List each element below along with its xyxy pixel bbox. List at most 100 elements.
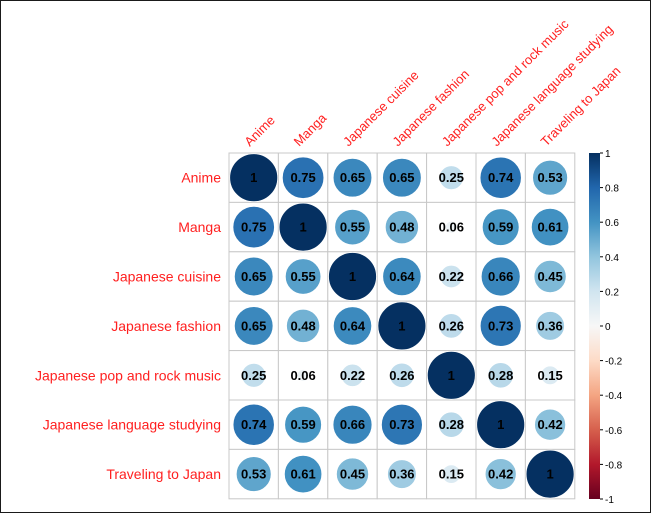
row-label-japanese-cuisine: Japanese cuisine bbox=[113, 269, 221, 285]
correlation-circle-traveling-to-japan-manga bbox=[283, 454, 323, 494]
correlation-circle-japanese-cuisine-manga bbox=[284, 258, 322, 295]
correlation-circle-japanese-fashion-manga bbox=[286, 308, 321, 343]
correlation-value-label: 0.66 bbox=[340, 417, 365, 432]
correlation-circle-japanese-fashion-japanese-language-studying bbox=[479, 304, 522, 347]
correlation-circle-japanese-cuisine-anime bbox=[233, 256, 274, 297]
correlation-circle-japanese-fashion-japanese-cuisine bbox=[332, 306, 373, 346]
correlation-circle-manga-manga bbox=[278, 202, 328, 252]
correlation-circle-anime-traveling-to-japan bbox=[532, 159, 568, 196]
correlation-value-label: 0.15 bbox=[439, 467, 464, 482]
correlation-circle-traveling-to-japan-japanese-cuisine bbox=[335, 457, 369, 491]
correlation-circle-japanese-fashion-japanese-fashion bbox=[377, 301, 427, 351]
correlation-value-label: 0.73 bbox=[389, 417, 414, 432]
colorbar-tick-label: -0.6 bbox=[605, 426, 623, 437]
row-label-manga: Manga bbox=[178, 219, 221, 235]
correlation-circle-manga-japanese-pop-and-rock-music bbox=[445, 220, 458, 234]
correlation-value-label: 0.22 bbox=[340, 368, 365, 383]
correlation-circle-japanese-fashion-traveling-to-japan bbox=[535, 311, 565, 341]
correlation-circle-traveling-to-japan-japanese-pop-and-rock-music bbox=[441, 464, 462, 484]
correlation-circle-traveling-to-japan-traveling-to-japan bbox=[525, 449, 575, 499]
correlation-circle-japanese-language-studying-traveling-to-japan bbox=[534, 408, 567, 441]
correlation-value-label: 0.48 bbox=[389, 220, 414, 235]
correlation-circle-manga-japanese-language-studying bbox=[481, 208, 520, 246]
correlation-value-label: 0.59 bbox=[488, 220, 513, 235]
colorbar-tick-label: 0.4 bbox=[605, 253, 619, 264]
colorbar-tick-label: 0.2 bbox=[605, 287, 619, 298]
colorbar-tick-label: -0.8 bbox=[605, 460, 623, 471]
correlation-circle-japanese-pop-and-rock-music-japanese-language-studying bbox=[487, 362, 514, 389]
correlation-value-label: 0.06 bbox=[439, 220, 464, 235]
correlation-circle-japanese-language-studying-anime bbox=[232, 403, 275, 446]
correlation-value-label: 0.61 bbox=[290, 467, 315, 482]
correlation-value-label: 0.25 bbox=[241, 368, 266, 383]
correlation-value-label: 0.74 bbox=[488, 170, 514, 185]
correlation-value-label: 0.59 bbox=[290, 417, 315, 432]
correlation-circle-anime-japanese-pop-and-rock-music bbox=[438, 165, 464, 191]
correlation-circle-anime-japanese-fashion bbox=[382, 157, 422, 198]
correlation-circle-japanese-language-studying-japanese-language-studying bbox=[476, 400, 526, 450]
correlation-value-label: 0.65 bbox=[241, 269, 266, 284]
correlation-circle-japanese-pop-and-rock-music-japanese-pop-and-rock-music bbox=[426, 350, 476, 400]
correlation-value-label: 0.06 bbox=[290, 368, 315, 383]
correlation-circle-anime-manga bbox=[281, 156, 325, 199]
colorbar-tick-label: -0.2 bbox=[605, 357, 623, 368]
colorbar-gradient bbox=[589, 153, 600, 499]
correlation-value-label: 0.42 bbox=[488, 467, 513, 482]
correlation-value-label: 1 bbox=[349, 269, 356, 284]
correlation-circle-japanese-language-studying-japanese-pop-and-rock-music bbox=[438, 411, 465, 438]
correlation-value-label: 0.53 bbox=[537, 170, 562, 185]
correlation-value-label: 0.75 bbox=[290, 170, 315, 185]
correlation-circle-japanese-language-studying-manga bbox=[284, 405, 322, 444]
correlation-value-label: 0.15 bbox=[537, 368, 562, 383]
correlation-value-label: 0.73 bbox=[488, 318, 513, 333]
colorbar-tick-label: 1 bbox=[605, 149, 611, 160]
correlation-value-label: 1 bbox=[299, 220, 306, 235]
correlation-circle-manga-anime bbox=[232, 205, 275, 249]
correlation-circle-japanese-language-studying-japanese-cuisine bbox=[332, 404, 373, 445]
correlation-circles bbox=[229, 153, 575, 499]
correlation-value-label: 1 bbox=[398, 318, 405, 333]
correlation-circle-japanese-pop-and-rock-music-japanese-fashion bbox=[389, 362, 415, 388]
correlation-circle-japanese-language-studying-japanese-fashion bbox=[380, 403, 423, 446]
correlation-value-label: 0.64 bbox=[340, 318, 366, 333]
correlation-value-label: 0.61 bbox=[537, 220, 562, 235]
correlation-circle-traveling-to-japan-anime bbox=[235, 456, 272, 492]
correlation-circle-japanese-cuisine-japanese-cuisine bbox=[328, 252, 377, 301]
correlation-circle-anime-japanese-language-studying bbox=[479, 156, 522, 199]
correlation-circle-japanese-cuisine-traveling-to-japan bbox=[533, 259, 567, 293]
correlation-circle-japanese-fashion-anime bbox=[233, 306, 274, 346]
correlation-value-label: 1 bbox=[250, 170, 257, 185]
correlation-circle-anime-japanese-cuisine bbox=[332, 157, 373, 198]
correlation-value-label: 0.65 bbox=[340, 170, 365, 185]
correlation-circle-japanese-pop-and-rock-music-anime bbox=[241, 362, 267, 388]
correlation-value-label: 0.25 bbox=[439, 170, 464, 185]
row-label-traveling-to-japan: Traveling to Japan bbox=[106, 466, 221, 482]
colorbar-tick-label: 0.8 bbox=[605, 184, 619, 195]
correlation-circle-japanese-cuisine-japanese-language-studying bbox=[480, 256, 521, 297]
correlation-value-label: 0.55 bbox=[340, 220, 365, 235]
correlation-value-label: 0.45 bbox=[340, 467, 365, 482]
correlation-circle-japanese-pop-and-rock-music-japanese-cuisine bbox=[340, 363, 365, 387]
column-label-manga: Manga bbox=[291, 110, 330, 149]
correlation-circle-traveling-to-japan-japanese-language-studying bbox=[484, 458, 517, 491]
row-label-japanese-language-studying: Japanese language studying bbox=[43, 417, 221, 433]
correlation-value-label: 0.55 bbox=[290, 269, 315, 284]
correlation-values: 1 0.75 0.65 0.65 0.25 0.74 0.53 0.75 1 0.55 0.48 0.… bbox=[241, 170, 563, 481]
row-label-anime: Anime bbox=[181, 170, 221, 186]
correlation-value-label: 0.28 bbox=[439, 417, 464, 432]
correlation-circle-manga-japanese-fashion bbox=[384, 210, 419, 245]
correlation-value-label: 1 bbox=[546, 467, 553, 482]
correlation-value-label: 0.65 bbox=[241, 318, 266, 333]
correlation-value-label: 0.26 bbox=[439, 318, 464, 333]
colorbar-tick-label: -1 bbox=[605, 495, 614, 506]
correlation-circle-manga-japanese-cuisine bbox=[334, 208, 371, 246]
correlation-value-label: 0.26 bbox=[389, 368, 414, 383]
colorbar-tick-label: -0.4 bbox=[605, 391, 623, 402]
colorbar-tick-label: 0.6 bbox=[605, 218, 619, 229]
correlation-value-label: 0.28 bbox=[488, 368, 513, 383]
correlation-value-label: 0.22 bbox=[439, 269, 464, 284]
correlation-value-label: 0.42 bbox=[537, 417, 562, 432]
